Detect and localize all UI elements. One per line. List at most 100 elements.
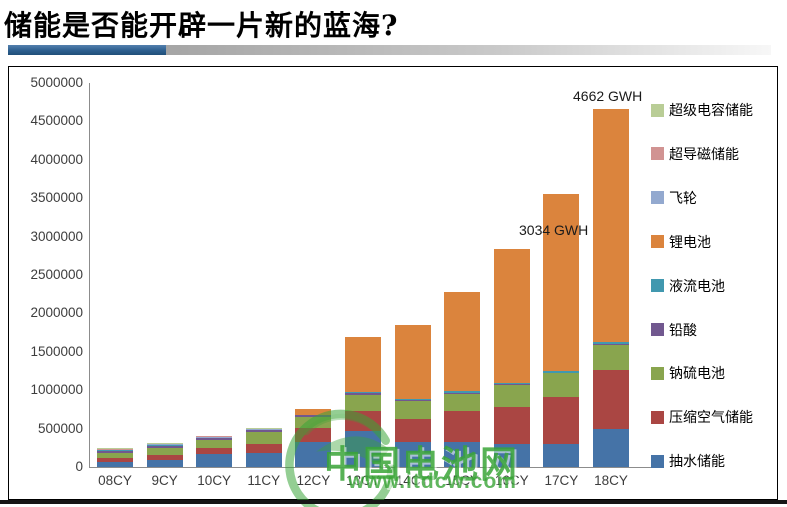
x-axis-label: 12CY <box>296 473 331 488</box>
legend-swatch <box>651 147 664 161</box>
title-underline-blue-segment <box>8 45 166 55</box>
bar-segment-钠硫电池 <box>593 344 629 370</box>
legend-item-铅酸: 铅酸 <box>651 320 697 340</box>
y-axis-label: 3500000 <box>30 190 83 206</box>
chart-frame: 超级电容储能 超导磁储能 飞轮 锂电池 液流电池 铅酸 钠硫电池 压缩空气储能 抽水储能 0 50… <box>8 66 778 500</box>
bar-segment-抽水储能 <box>444 441 481 467</box>
chart-legend: 超级电容储能 超导磁储能 飞轮 锂电池 液流电池 铅酸 钠硫电池 压缩空气储能 抽水储能 <box>651 67 777 501</box>
bar-segment-铅酸 <box>345 392 381 395</box>
legend-swatch <box>651 323 664 336</box>
bar-segment-抽水储能 <box>394 441 431 467</box>
y-axis-line <box>89 83 90 467</box>
bar-segment-钠硫电池 <box>97 452 133 458</box>
bar-segment-压缩空气储能 <box>345 411 381 432</box>
bar-segment-压缩空气储能 <box>146 455 183 460</box>
legend-item-压缩空气储能: 压缩空气储能 <box>651 407 753 427</box>
legend-swatch <box>651 191 664 205</box>
bar-segment-压缩空气储能 <box>444 411 481 442</box>
bar-segment-钠硫电池 <box>146 447 183 456</box>
legend-label: 抽水储能 <box>669 453 725 470</box>
legend-label: 超导磁储能 <box>669 145 739 162</box>
bar-segment-超级电容储能 <box>146 443 183 445</box>
bar-segment-抽水储能 <box>245 453 282 467</box>
bar-segment-抽水储能 <box>593 428 629 467</box>
bar-segment-钠硫电池 <box>345 394 381 412</box>
y-axis-label: 1000000 <box>30 382 83 398</box>
legend-label: 超级电容储能 <box>669 102 753 118</box>
bar-segment-锂电池 <box>394 324 431 399</box>
x-axis-line <box>89 467 651 468</box>
page-title: 储能是否能开辟一片新的蓝海? <box>4 9 399 42</box>
bar-segment-锂电池 <box>543 193 580 371</box>
bar-segment-液流电池 <box>593 341 629 344</box>
bar-segment-锂电池 <box>345 337 381 393</box>
legend-swatch <box>651 366 664 380</box>
bar-segment-抽水储能 <box>97 461 133 467</box>
title-underline-gray-segment <box>166 45 771 55</box>
bar-segment-铅酸 <box>543 372 580 374</box>
bar-segment-钠硫电池 <box>444 393 481 412</box>
title-underline-bar <box>8 45 773 55</box>
y-axis-label: 5000000 <box>30 75 83 90</box>
legend-label: 液流电池 <box>669 277 725 294</box>
annotation-4662-gwh: 4662 GWH <box>573 87 643 104</box>
bar-segment-液流电池 <box>493 382 530 385</box>
bar-segment-铅酸 <box>146 445 183 448</box>
x-axis-label: 9CY <box>151 473 178 488</box>
bar-segment-锂电池 <box>593 108 629 342</box>
legend-swatch <box>651 410 664 424</box>
bar-segment-钠硫电池 <box>196 439 233 448</box>
bar-segment-超级电容储能 <box>97 448 133 450</box>
x-axis-label: 08CY <box>98 473 132 488</box>
bar-segment-铅酸 <box>593 343 629 345</box>
bar-segment-抽水储能 <box>146 460 183 467</box>
legend-swatch <box>651 103 664 117</box>
bar-segment-钠硫电池 <box>543 373 580 397</box>
legend-label: 锂电池 <box>669 233 711 250</box>
legend-label: 压缩空气储能 <box>669 409 753 426</box>
bar-group-15CY <box>444 291 481 467</box>
x-axis-label: 13CY <box>346 473 380 488</box>
x-axis-label: 14CY <box>395 473 430 488</box>
legend-item-钠硫电池: 钠硫电池 <box>651 363 725 383</box>
bar-segment-飞轮 <box>97 449 133 451</box>
y-axis-label: 3000000 <box>30 228 83 244</box>
bar-segment-钠硫电池 <box>245 431 282 445</box>
bar-segment-抽水储能 <box>493 443 530 467</box>
bar-segment-压缩空气储能 <box>295 428 332 442</box>
bar-group-12CY <box>295 408 332 467</box>
bar-segment-超级电容储能 <box>245 428 282 429</box>
bar-segment-铅酸 <box>394 399 431 401</box>
bar-segment-飞轮 <box>196 436 233 438</box>
legend-swatch <box>651 235 664 249</box>
bar-segment-压缩空气储能 <box>196 447 233 454</box>
bar-group-08CY <box>97 448 133 467</box>
legend-item-抽水储能: 抽水储能 <box>651 451 725 471</box>
y-axis-label: 2000000 <box>30 305 83 321</box>
legend-label: 钠硫电池 <box>669 365 725 382</box>
bar-segment-锂电池 <box>493 249 530 383</box>
bar-segment-压缩空气储能 <box>493 406 530 444</box>
y-axis-label: 0 <box>75 459 83 474</box>
x-axis-label: 16CY <box>494 473 529 488</box>
bar-segment-液流电池 <box>345 392 381 393</box>
bar-group-13CY <box>345 337 381 467</box>
bar-segment-压缩空气储能 <box>245 444 282 454</box>
bar-segment-抽水储能 <box>345 431 381 467</box>
bar-segment-铅酸 <box>245 430 282 432</box>
bar-segment-压缩空气储能 <box>394 418 431 442</box>
x-axis-label: 17CY <box>544 473 579 488</box>
y-axis-label: 4500000 <box>30 113 83 129</box>
annotation-3034-gwh: 3034 GWH <box>519 222 589 239</box>
bar-group-10CY <box>196 435 233 467</box>
x-axis-label: 10CY <box>197 473 232 488</box>
bar-segment-铅酸 <box>196 437 233 440</box>
legend-label: 铅酸 <box>669 321 697 338</box>
bar-segment-超级电容储能 <box>196 435 233 437</box>
bar-segment-抽水储能 <box>295 441 332 467</box>
bar-segment-铅酸 <box>97 450 133 453</box>
x-axis-label: 11CY <box>247 473 281 488</box>
x-axis-label: 15CY <box>445 473 480 488</box>
bottom-border-line <box>0 500 787 504</box>
bar-segment-抽水储能 <box>196 453 233 467</box>
